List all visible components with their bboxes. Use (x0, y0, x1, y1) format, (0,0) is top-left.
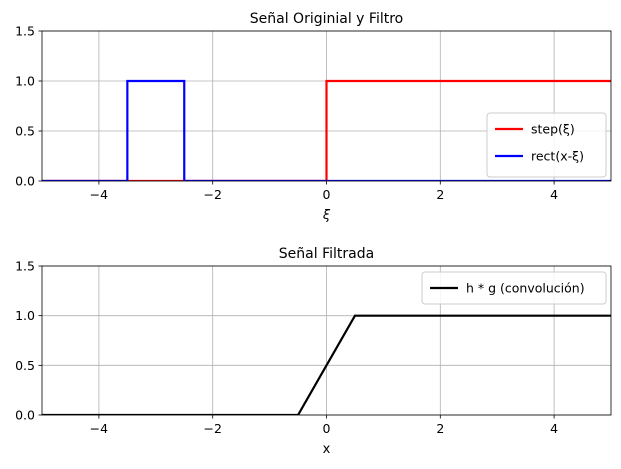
legend-label: step(ξ) (531, 122, 575, 137)
legend-label: rect(x-ξ) (531, 149, 584, 164)
y-tick-label: 1.5 (15, 24, 35, 39)
legend-box (421, 271, 607, 305)
y-tick-label: 1.5 (15, 259, 35, 274)
y-tick-label: 0.5 (15, 358, 35, 373)
x-tick-label: 4 (550, 187, 558, 202)
y-tick-label: 1.0 (15, 308, 35, 323)
chart-filtered-signal: −4 −2 0 2 4 0.0 0.5 1.0 1.5 Señal Filtrada x h * g … (15, 246, 612, 457)
x-axis-label: x (323, 442, 331, 457)
y-tick-label: 0.0 (15, 408, 35, 423)
series-line (42, 314, 611, 415)
legend: h * g (convolución) (421, 271, 607, 305)
x-tick-label: 0 (323, 187, 331, 202)
series-line (42, 79, 611, 181)
x-tick-label: −4 (90, 187, 108, 202)
x-axis-label: ξ (322, 208, 331, 223)
x-tick-label: −4 (90, 421, 108, 436)
chart-title: Señal Originial y Filtro (250, 11, 403, 27)
x-tick-label: −2 (203, 187, 221, 202)
x-tick-label: 2 (436, 187, 444, 202)
y-tick-label: 1.0 (15, 74, 35, 89)
chart-original-and-filter: −4 −2 0 2 4 0.0 0.5 1.0 1.5 Señal Originial y Fil… (15, 11, 612, 223)
x-tick-label: 2 (436, 421, 444, 436)
series-line (42, 79, 611, 181)
y-tick-label: 0.0 (15, 174, 35, 189)
legend: step(ξ) rect(x-ξ) (486, 112, 607, 178)
legend-label: h * g (convolución) (466, 281, 585, 296)
x-tick-label: 0 (323, 421, 331, 436)
x-tick-label: −2 (203, 421, 221, 436)
chart-title: Señal Filtrada (279, 246, 374, 262)
y-tick-label: 0.5 (15, 124, 35, 139)
x-tick-label: 4 (550, 421, 558, 436)
